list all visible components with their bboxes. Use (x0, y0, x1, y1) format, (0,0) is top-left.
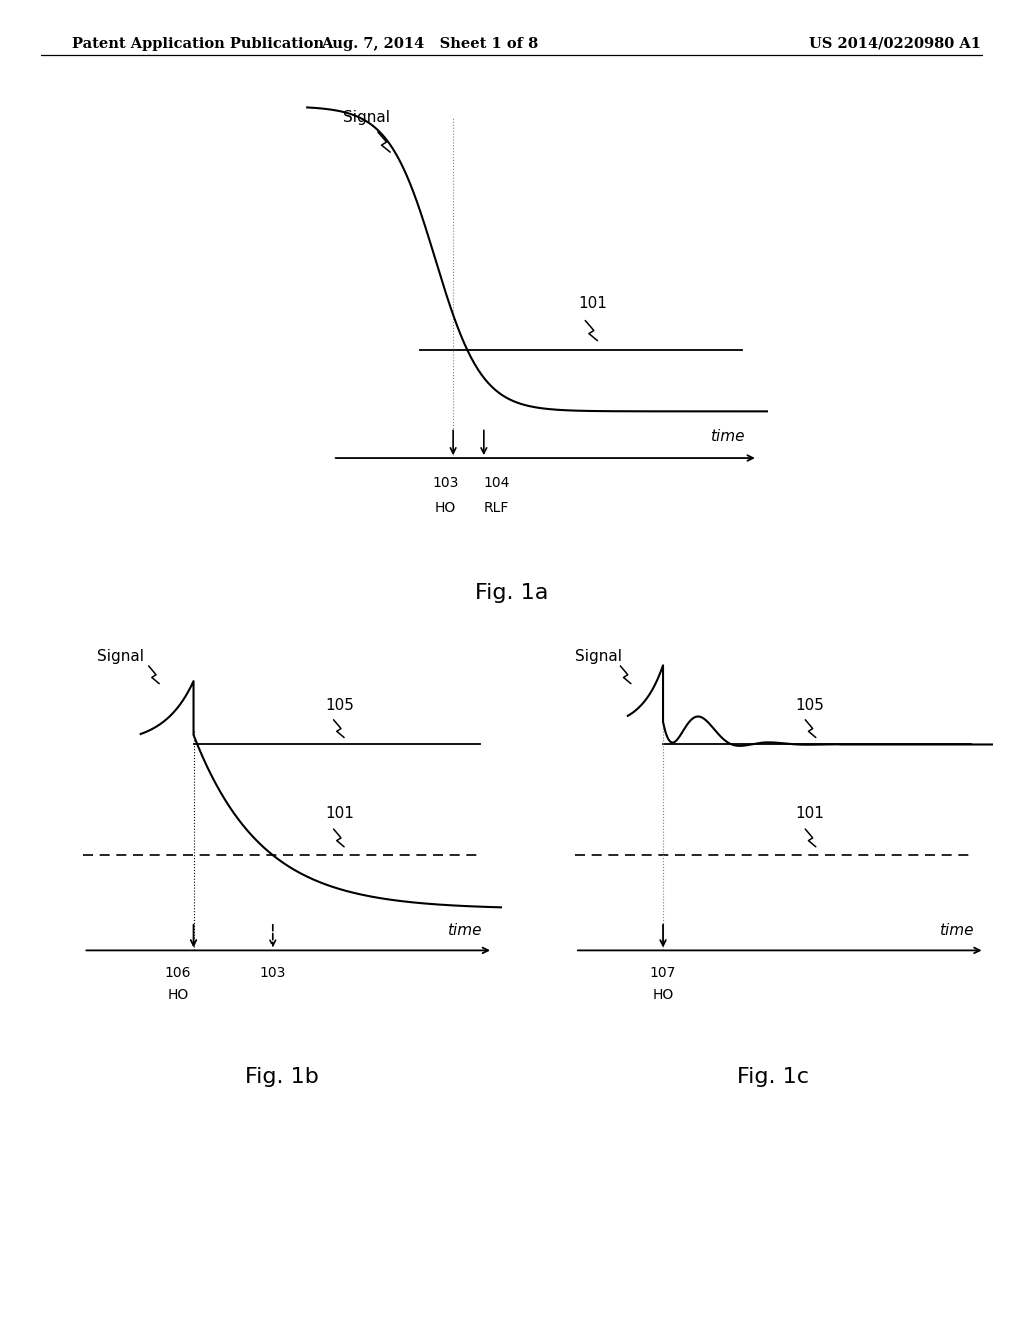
Text: US 2014/0220980 A1: US 2014/0220980 A1 (809, 37, 981, 51)
Text: RLF: RLF (484, 502, 509, 515)
Text: Signal: Signal (96, 649, 143, 664)
Text: time: time (939, 923, 974, 937)
Text: 103: 103 (432, 477, 459, 490)
Text: HO: HO (652, 989, 674, 1002)
Text: time: time (711, 429, 745, 444)
Text: 103: 103 (260, 966, 286, 981)
Text: Signal: Signal (343, 110, 390, 125)
Text: 101: 101 (579, 296, 607, 310)
Text: HO: HO (168, 989, 188, 1002)
Text: 107: 107 (650, 966, 676, 981)
Text: 106: 106 (165, 966, 191, 981)
Text: Fig. 1b: Fig. 1b (245, 1067, 318, 1086)
Text: 101: 101 (795, 805, 824, 821)
Text: 105: 105 (326, 698, 354, 713)
Text: 105: 105 (795, 698, 824, 713)
Text: 104: 104 (484, 477, 510, 490)
Text: Fig. 1c: Fig. 1c (737, 1067, 809, 1086)
Text: HO: HO (435, 502, 456, 515)
Text: time: time (447, 923, 482, 937)
Text: Fig. 1a: Fig. 1a (475, 583, 549, 603)
Text: Signal: Signal (575, 649, 622, 664)
Text: 101: 101 (326, 805, 354, 821)
Text: Patent Application Publication: Patent Application Publication (72, 37, 324, 51)
Text: Aug. 7, 2014   Sheet 1 of 8: Aug. 7, 2014 Sheet 1 of 8 (322, 37, 539, 51)
